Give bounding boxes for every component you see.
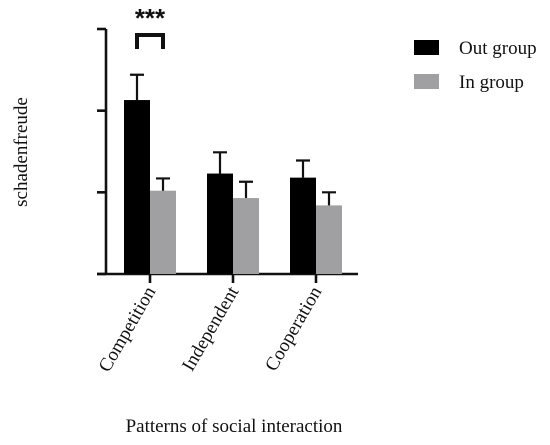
- y-axis-title: schadenfreude: [11, 97, 32, 207]
- bar-out-group-independent: [207, 173, 233, 274]
- annotations-group: ***: [135, 3, 166, 49]
- legend-label-out-group: Out group: [459, 38, 537, 59]
- bars-group: [124, 100, 342, 274]
- error-bar-in-group-independent: [239, 180, 253, 199]
- error-bar-out-group-independent: [213, 151, 227, 174]
- error-bar-out-group-competition: [130, 73, 144, 101]
- bar-in-group-cooperation: [316, 205, 342, 274]
- legend-swatch-out-group: [414, 40, 439, 55]
- bar-out-group-competition: [124, 100, 150, 274]
- category-label-competition: Competition: [95, 283, 161, 376]
- legend: Out group In group: [414, 38, 537, 93]
- error-bar-out-group-cooperation: [296, 159, 310, 178]
- x-axis-title: Patterns of social interaction: [126, 416, 343, 437]
- error-bars-group: [130, 73, 336, 206]
- bar-in-group-competition: [150, 190, 176, 274]
- y-ticks: [97, 27, 106, 276]
- category-label-independent: Independent: [178, 282, 243, 374]
- error-bar-in-group-competition: [156, 177, 170, 191]
- bar-in-group-independent: [233, 198, 259, 274]
- error-bar-in-group-cooperation: [322, 191, 336, 206]
- bar-out-group-cooperation: [290, 177, 316, 274]
- significance-bracket: [135, 33, 165, 49]
- category-labels: Competition Independent Cooperation: [95, 282, 327, 375]
- significance-label: ***: [135, 3, 166, 33]
- x-ticks: [148, 274, 318, 283]
- legend-swatch-in-group: [414, 74, 439, 89]
- legend-label-in-group: In group: [459, 72, 524, 93]
- category-label-cooperation: Cooperation: [261, 283, 326, 375]
